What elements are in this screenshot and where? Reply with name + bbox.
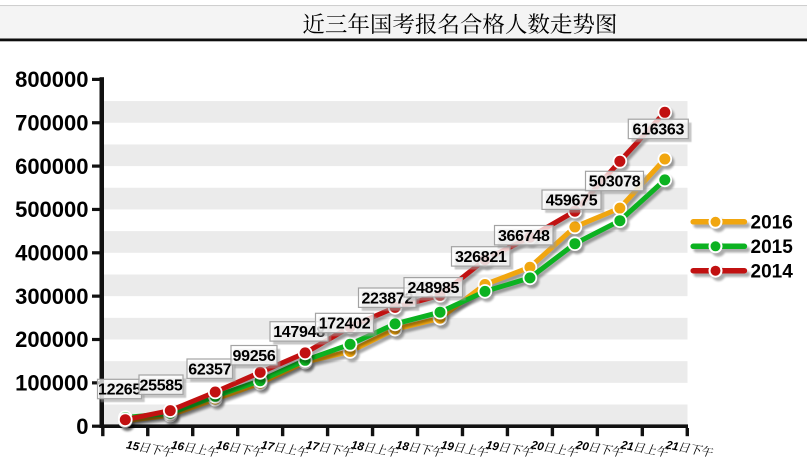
svg-text:400000: 400000 [15,241,88,266]
svg-text:366748: 366748 [498,228,550,245]
svg-text:2016: 2016 [751,213,793,234]
svg-text:100000: 100000 [15,371,88,396]
svg-text:20: 20 [529,439,545,453]
svg-text:2014: 2014 [751,262,794,283]
svg-text:800000: 800000 [15,67,88,92]
svg-text:0: 0 [76,414,88,439]
svg-text:16: 16 [215,439,230,453]
svg-text:700000: 700000 [15,110,88,135]
svg-text:200000: 200000 [15,327,88,352]
svg-text:2015: 2015 [751,237,794,258]
svg-text:503078: 503078 [589,174,641,191]
svg-text:20: 20 [574,439,590,453]
svg-text:459675: 459675 [546,192,598,209]
svg-text:99256: 99256 [233,348,276,365]
svg-text:21: 21 [664,439,680,453]
svg-text:600000: 600000 [15,154,88,179]
svg-text:18: 18 [350,439,365,453]
svg-text:300000: 300000 [15,284,88,309]
svg-text:18: 18 [395,439,410,453]
svg-text:147948: 147948 [273,324,325,341]
svg-text:248985: 248985 [407,280,459,297]
svg-text:19: 19 [485,439,500,453]
svg-text:25585: 25585 [140,377,183,394]
svg-text:616363: 616363 [633,122,685,139]
svg-text:16: 16 [170,439,185,453]
svg-text:62357: 62357 [188,361,231,378]
svg-text:19: 19 [440,439,455,453]
svg-text:500000: 500000 [15,197,88,222]
svg-text:12265: 12265 [98,382,141,399]
svg-text:17: 17 [305,439,320,453]
svg-text:17: 17 [260,439,275,453]
svg-text:172402: 172402 [319,316,371,333]
svg-text:223872: 223872 [361,290,413,307]
svg-text:15: 15 [125,439,140,453]
svg-text:326821: 326821 [455,249,507,266]
svg-text:21: 21 [619,439,635,453]
